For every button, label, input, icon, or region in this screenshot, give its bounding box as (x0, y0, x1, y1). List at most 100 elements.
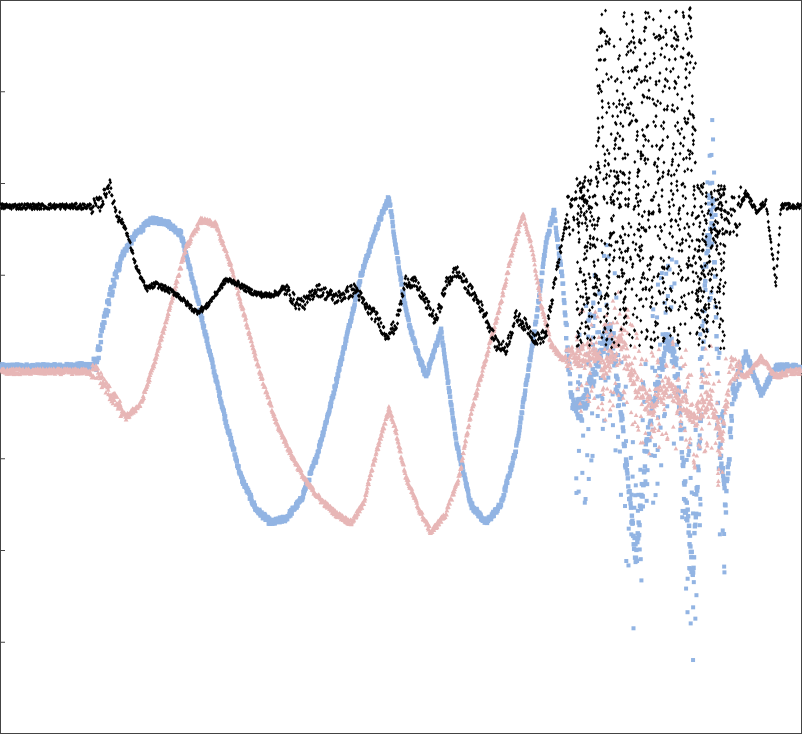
series-2-point (632, 355, 638, 360)
series-3-point (296, 302, 301, 308)
series-3-point (167, 290, 171, 296)
series-1-point (440, 340, 445, 345)
series-1-point (659, 463, 664, 468)
series-2-point (593, 340, 599, 345)
series-2-point (614, 351, 619, 356)
series-1-point (105, 309, 111, 314)
series-1-point (685, 610, 690, 615)
series-3-point (294, 306, 298, 311)
series-2-point (711, 381, 717, 386)
series-1-point (434, 342, 440, 348)
series-1-point (211, 364, 216, 369)
series-3-point (29, 204, 33, 209)
series-1-point (534, 314, 540, 319)
series-1-point (586, 427, 591, 432)
series-1-point (646, 431, 652, 437)
series-2-point (670, 341, 676, 347)
series-2-point (656, 444, 662, 449)
series-2-point (699, 411, 704, 416)
series-2-point (110, 400, 116, 406)
series-3-point (384, 332, 389, 338)
series-2-point (531, 257, 537, 262)
series-1-point (709, 221, 714, 226)
series-1-point (331, 391, 337, 396)
series-2-point (373, 455, 378, 461)
series-3-point (364, 306, 368, 311)
series-2-point (710, 388, 715, 393)
series-3-point (353, 288, 357, 293)
series-2-point (589, 340, 594, 345)
series-2-point (643, 357, 649, 362)
series-2-point (576, 348, 582, 353)
series-2-point (673, 385, 679, 391)
series-1-point (632, 505, 637, 510)
series-1-point (396, 265, 401, 270)
series-2-point (280, 433, 286, 438)
series-1-point (180, 236, 185, 242)
series-2-point (639, 395, 645, 400)
series-2-point (536, 287, 542, 292)
series-1-point (682, 510, 687, 515)
series-2-point (588, 363, 593, 368)
series-1-point (674, 356, 679, 361)
series-2-point (659, 387, 664, 392)
series-1-point (663, 332, 669, 337)
series-1-point (611, 331, 616, 336)
series-3-point (423, 300, 427, 305)
series-1-point (252, 503, 257, 508)
series-1-point (303, 486, 308, 491)
series-3-point (218, 287, 222, 293)
series-1-point (581, 401, 586, 406)
series-2-point (228, 261, 234, 266)
series-2-point (476, 380, 481, 385)
series-3-point (485, 310, 489, 316)
series-1-point (687, 533, 693, 538)
series-2-point (593, 309, 598, 314)
series-3-point (278, 290, 282, 296)
series-1-point (360, 268, 365, 274)
series-3-point (432, 316, 436, 321)
series-3-point (335, 299, 339, 305)
series-1-point (612, 363, 617, 368)
series-3-point (401, 293, 405, 298)
series-1-point (610, 423, 615, 428)
series-3-point (287, 287, 291, 293)
series-2-point (119, 406, 124, 411)
series-1-point (513, 449, 518, 454)
series-1-point (449, 403, 454, 408)
series-2-point (142, 389, 148, 395)
series-1-point (725, 464, 730, 470)
series-2-point (471, 402, 477, 407)
series-1-point (597, 340, 602, 345)
series-1-point (546, 231, 551, 237)
series-1-point (577, 396, 582, 402)
series-2-point (593, 346, 599, 352)
series-3-point (492, 337, 496, 342)
series-1-point (109, 284, 114, 290)
series-1-point (630, 440, 635, 445)
series-2-point (660, 378, 665, 383)
series-1-point (716, 414, 721, 420)
series-2-point (438, 519, 444, 524)
series-1-point (691, 565, 696, 571)
series-2-point (414, 500, 420, 505)
series-2-point (103, 390, 109, 395)
series-2-point (662, 407, 667, 412)
series-2-point (579, 383, 584, 388)
series-1-point (631, 546, 637, 552)
series-2-point (242, 312, 248, 317)
series-1-point (443, 363, 449, 369)
series-1-point (712, 170, 717, 175)
series-2-point (583, 362, 588, 367)
series-3-point (103, 193, 108, 198)
series-3-point (432, 320, 436, 326)
series-3-point (365, 304, 369, 309)
series-2-point (397, 445, 403, 450)
series-1-point (638, 506, 644, 512)
series-1-point (633, 493, 638, 498)
series-1-point (615, 404, 620, 409)
series-1-point (624, 559, 629, 564)
series-3-point (220, 285, 224, 290)
series-1-point (643, 479, 648, 484)
series-2-point (99, 373, 105, 379)
